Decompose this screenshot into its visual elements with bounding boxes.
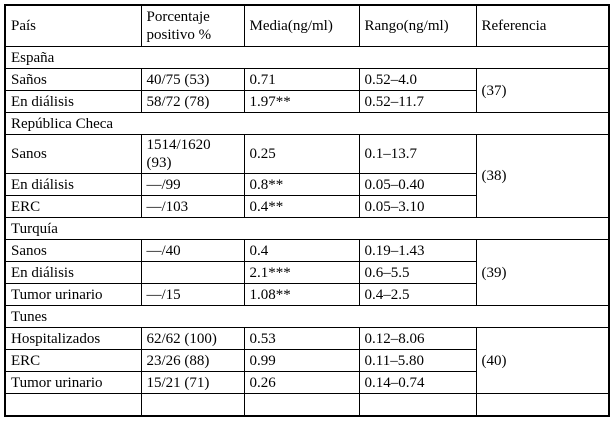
cell-porcentaje: 62/62 (100) [140, 327, 245, 350]
cell-porcentaje: —/99 [140, 173, 245, 196]
cell-media: 1.08** [243, 283, 360, 306]
cell-porcentaje-empty [140, 393, 245, 417]
header-row: País Porcentaje positivo % Media(ng/ml) … [4, 4, 610, 47]
cell-media-empty [243, 393, 360, 417]
cell-rango: 0.12–8.06 [358, 327, 477, 350]
cell-media: 0.8** [243, 173, 360, 196]
cell-rango: 0.11–5.80 [358, 349, 477, 372]
cell-rango: 0.52–11.7 [358, 90, 477, 113]
cell-porcentaje: 23/26 (88) [140, 349, 245, 372]
cell-porcentaje: 40/75 (53) [140, 68, 245, 91]
cell-porcentaje: 1514/1620 (93) [140, 134, 245, 174]
cell-referencia: (37) [475, 68, 610, 113]
section-title: Turquía [4, 217, 610, 240]
table-row: Sanos 1514/1620 (93) 0.25 0.1–13.7 (38) [4, 134, 610, 218]
cell-pais: Tumor urinario [4, 371, 142, 394]
table-row: Sanos —/40 0.4 0.19–1.43 (39) [4, 239, 610, 306]
cell-rango: 0.19–1.43 [358, 239, 477, 262]
cell-media: 0.71 [243, 68, 360, 91]
section-title: República Checa [4, 112, 610, 135]
table-row: Tumor urinario —/15 1.08** 0.4–2.5 [4, 283, 609, 306]
cell-rango: 0.05–0.40 [358, 173, 477, 196]
section-header-tunes: Tunes [4, 305, 610, 328]
table-row: ERC 23/26 (88) 0.99 0.11–5.80 [4, 349, 609, 372]
cell-rango-empty [358, 393, 477, 417]
cell-rango: 0.4–2.5 [358, 283, 477, 306]
cell-media: 0.4** [243, 195, 360, 218]
cell-rango: 0.52–4.0 [358, 68, 477, 91]
cell-porcentaje: —/40 [140, 239, 245, 262]
cell-porcentaje: —/103 [140, 195, 245, 218]
cell-pais: Saños [4, 68, 142, 91]
cell-pais: Tumor urinario [4, 283, 142, 306]
section-title: Tunes [4, 305, 610, 328]
prevalence-table: País Porcentaje positivo % Media(ng/ml) … [4, 4, 610, 417]
table-row: Saños 40/75 (53) 0.71 0.52–4.0 (37) [4, 68, 610, 113]
cell-referencia: (39) [475, 239, 610, 306]
table-row: ERC —/103 0.4** 0.05–3.10 [4, 195, 609, 218]
cell-referencia: (38) [475, 134, 610, 218]
cell-pais: Hospitalizados [4, 327, 142, 350]
cell-pais: En diálisis [4, 261, 142, 284]
cell-rango: 0.6–5.5 [358, 261, 477, 284]
cell-media: 2.1*** [243, 261, 360, 284]
col-header-media: Media(ng/ml) [243, 4, 360, 47]
col-header-referencia: Referencia [475, 4, 610, 47]
cell-porcentaje [140, 261, 245, 284]
col-header-porcentaje: Porcentaje positivo % [140, 4, 245, 47]
cell-media: 0.4 [243, 239, 360, 262]
cell-pais: En diálisis [4, 173, 142, 196]
cell-pais: Sanos [4, 239, 142, 262]
cell-porcentaje: 58/72 (78) [140, 90, 245, 113]
cell-porcentaje: —/15 [140, 283, 245, 306]
cell-pais: ERC [4, 349, 142, 372]
cell-rango: 0.14–0.74 [358, 371, 477, 394]
cell-pais: Sanos [4, 134, 142, 174]
col-header-pais: País [4, 4, 142, 47]
col-header-rango: Rango(ng/ml) [358, 4, 477, 47]
cell-media: 0.99 [243, 349, 360, 372]
cell-pais: ERC [4, 195, 142, 218]
empty-row [4, 393, 610, 417]
cell-rango: 0.1–13.7 [358, 134, 477, 174]
table-row: Hospitalizados 62/62 (100) 0.53 0.12–8.0… [4, 327, 610, 394]
section-header-turquia: Turquía [4, 217, 610, 240]
cell-media: 1.97** [243, 90, 360, 113]
table-row: Tumor urinario 15/21 (71) 0.26 0.14–0.74 [4, 371, 609, 394]
cell-media: 0.25 [243, 134, 360, 174]
cell-media: 0.26 [243, 371, 360, 394]
table-row: En diálisis 2.1*** 0.6–5.5 [4, 261, 609, 284]
section-header-espana: España [4, 46, 610, 69]
cell-rango: 0.05–3.10 [358, 195, 477, 218]
cell-pais-empty [4, 393, 142, 417]
section-title: España [4, 46, 610, 69]
cell-media: 0.53 [243, 327, 360, 350]
cell-pais: En diálisis [4, 90, 142, 113]
cell-referencia-empty [475, 393, 610, 417]
cell-referencia: (40) [475, 327, 610, 394]
cell-porcentaje: 15/21 (71) [140, 371, 245, 394]
section-header-republica-checa: República Checa [4, 112, 610, 135]
